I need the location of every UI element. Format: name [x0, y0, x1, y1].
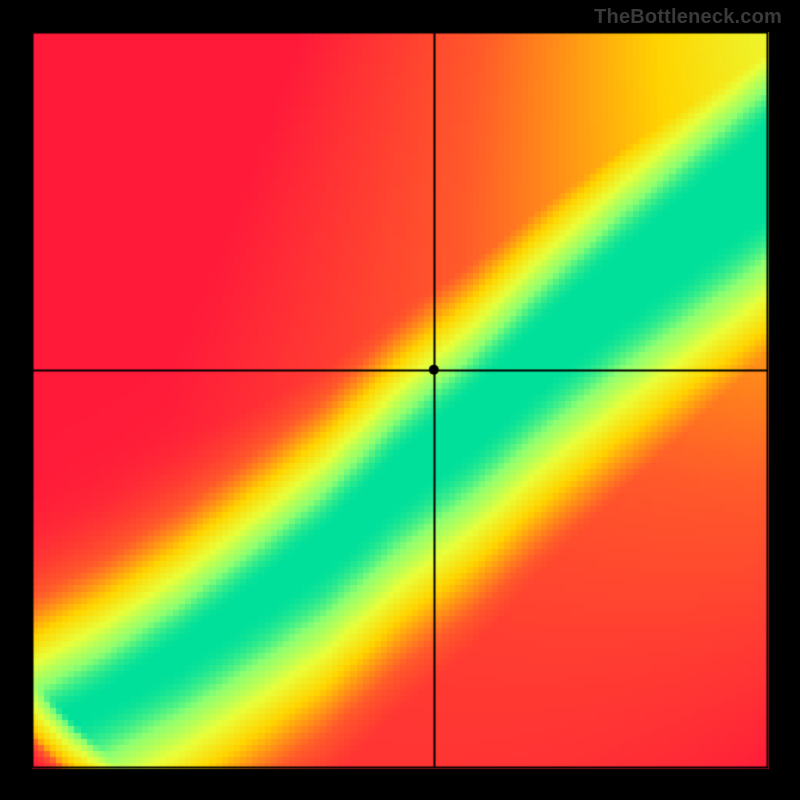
bottleneck-heatmap [0, 0, 800, 800]
watermark-text: TheBottleneck.com [594, 6, 782, 29]
